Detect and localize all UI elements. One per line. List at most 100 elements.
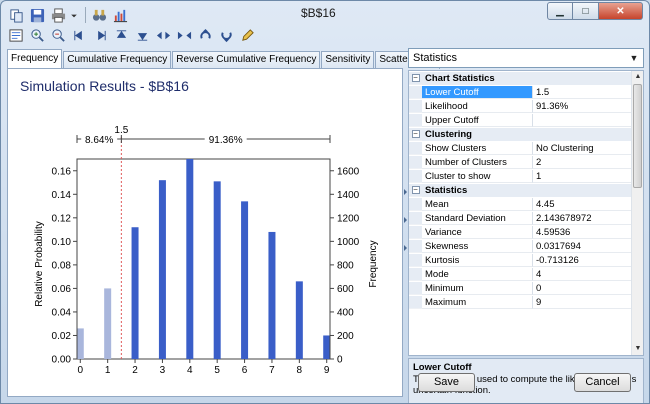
zoom-out-icon [51,28,65,42]
slide-right-button[interactable] [175,26,193,44]
collapse-icon[interactable]: − [411,73,420,82]
chart-title: Simulation Results - $B$16 [20,78,189,94]
property-row-gutter [409,240,422,253]
window-title: $B$16 [301,6,336,20]
rotate-down-button[interactable] [217,26,235,44]
property-row[interactable]: Likelihood 91.36% [409,100,631,113]
move-right-end-button[interactable] [91,26,109,44]
zoom-out-button[interactable] [49,26,67,44]
property-category-select[interactable]: Statistics ▼ [408,48,644,68]
copy-icon [9,8,23,23]
tab-frequency[interactable]: Frequency [7,49,63,69]
property-row-gutter [409,268,422,281]
property-value[interactable]: 4.45 [533,198,631,211]
property-value[interactable]: 91.36% [533,100,631,113]
y-axis-title: Relative Probability [34,221,45,307]
y2-tick-label: 200 [337,331,354,342]
cancel-button[interactable]: Cancel [574,373,631,392]
property-name: Mode [422,268,533,281]
property-value[interactable] [533,114,631,127]
zoom-in-button[interactable] [28,26,46,44]
histogram-bar [213,181,221,359]
property-value[interactable]: 9 [533,296,631,309]
property-row[interactable]: Number of Clusters 2 [409,156,631,169]
property-row[interactable]: Lower Cutoff 1.5 [409,86,631,99]
property-category-row[interactable]: − Clustering [409,128,631,141]
property-row-gutter [409,114,422,127]
collapse-icon[interactable]: − [411,185,420,194]
histogram-bar [131,227,139,359]
property-value[interactable]: No Clustering [533,142,631,155]
property-name: Lower Cutoff [422,86,533,99]
property-value[interactable]: -0.713126 [533,254,631,267]
property-row[interactable]: Cluster to show 1 [409,170,631,183]
property-row[interactable]: Variance 4.59536 [409,226,631,239]
property-value[interactable]: 4.59536 [533,226,631,239]
property-value[interactable]: 4 [533,268,631,281]
minimize-button[interactable]: ▁ [547,2,573,20]
frequency-chart[interactable]: Simulation Results - $B$16 0.00 0.02 0.04 0.… [8,69,402,396]
collapse-icon[interactable]: − [411,129,420,138]
scroll-thumb[interactable] [633,84,642,188]
property-row-gutter [409,282,422,295]
chevron-down-icon: ▼ [629,53,639,63]
property-row[interactable]: Skewness 0.0317694 [409,240,631,253]
property-value[interactable]: 0.0317694 [533,240,631,253]
property-name: Kurtosis [422,254,533,267]
property-grid-scrollbar[interactable]: ▲ ▼ [631,71,643,355]
property-row-gutter [409,212,422,225]
chart-icon [113,9,127,22]
properties-icon [8,28,23,42]
property-row[interactable]: Minimum 0 [409,282,631,295]
property-row[interactable]: Upper Cutoff [409,114,631,127]
property-value[interactable]: 1 [533,170,631,183]
close-button[interactable]: ✕ [599,2,643,20]
property-value[interactable]: 1.5 [533,86,631,99]
property-row-gutter [409,198,422,211]
chart-type-button[interactable] [111,6,129,24]
histogram-bar [77,328,84,359]
property-category-row[interactable]: − Statistics [409,184,631,197]
property-category-label: Statistics [425,185,468,196]
x-tick-label: 5 [214,365,220,376]
copy-button[interactable] [7,6,25,24]
maximize-button[interactable]: □ [573,2,599,20]
scroll-down-icon[interactable]: ▼ [634,345,642,352]
property-value[interactable]: 0 [533,282,631,295]
property-row[interactable]: Standard Deviation 2.143678972 [409,212,631,225]
move-left-end-button[interactable] [70,26,88,44]
x-tick-label: 7 [269,365,275,376]
edit-button[interactable] [238,26,256,44]
property-row[interactable]: Kurtosis -0.713126 [409,254,631,267]
scroll-up-icon[interactable]: ▲ [634,73,642,80]
print-options-dropdown[interactable] [70,6,78,24]
y2-tick-label: 800 [337,260,354,271]
move-down-end-button[interactable] [133,26,151,44]
pane-splitter[interactable] [404,49,408,397]
property-row[interactable]: Maximum 9 [409,296,631,309]
rotate-up-button[interactable] [196,26,214,44]
print-icon [51,7,65,23]
property-category-row[interactable]: − Chart Statistics [409,72,631,85]
y2-tick-label: 0 [337,355,343,366]
slide-right-icon [177,31,191,39]
property-row[interactable]: Mean 4.45 [409,198,631,211]
tab-sensitivity[interactable]: Sensitivity [321,51,375,69]
save-chart-button[interactable] [28,6,46,24]
minimize-icon: ▁ [556,5,564,17]
property-value[interactable]: 2.143678972 [533,212,631,225]
slide-left-button[interactable] [154,26,172,44]
tab-cumulative-frequency[interactable]: Cumulative Frequency [63,51,172,69]
property-row[interactable]: Show Clusters No Clustering [409,142,631,155]
properties-button[interactable] [7,26,25,44]
move-up-end-button[interactable] [112,26,130,44]
property-row[interactable]: Mode 4 [409,268,631,281]
above-cutoff-percent: 91.36% [209,135,243,146]
find-button[interactable] [90,6,108,24]
property-description-title: Lower Cutoff [413,362,472,373]
print-button[interactable] [49,6,67,24]
tab-reverse-cumulative-frequency[interactable]: Reverse Cumulative Frequency [172,51,321,69]
property-value[interactable]: 2 [533,156,631,169]
property-row-gutter [409,142,422,155]
save-button[interactable]: Save [418,373,475,392]
